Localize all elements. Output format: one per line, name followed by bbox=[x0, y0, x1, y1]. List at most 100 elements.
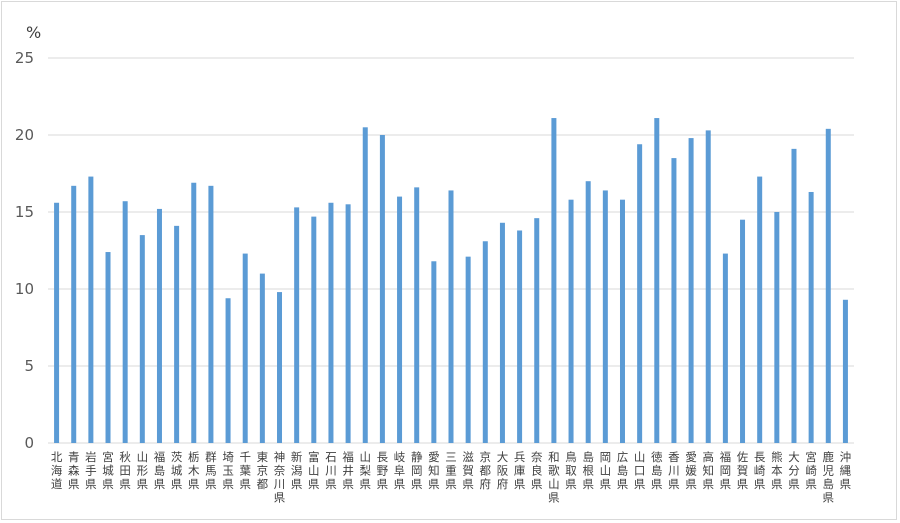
bar-4 bbox=[105, 252, 111, 443]
bar-21 bbox=[397, 196, 403, 443]
y-tick-label-10: 10 bbox=[15, 280, 34, 298]
x-category-label-4: 宮城県 bbox=[102, 450, 114, 491]
x-category-label-18: 福井県 bbox=[342, 450, 354, 491]
y-tick-label-5: 5 bbox=[24, 357, 34, 375]
bar-20 bbox=[379, 135, 385, 443]
x-category-label-9: 栃木県 bbox=[188, 450, 200, 491]
x-category-label-35: 山口県 bbox=[634, 450, 646, 491]
bar-35 bbox=[637, 144, 643, 444]
bar-36 bbox=[654, 118, 660, 443]
x-category-label-20: 長野県 bbox=[377, 450, 389, 491]
bar-22 bbox=[414, 187, 420, 443]
bar-5 bbox=[122, 201, 128, 443]
x-category-label-22: 静岡県 bbox=[411, 450, 423, 491]
x-category-label-1: 北海道 bbox=[51, 450, 63, 491]
bar-2 bbox=[71, 185, 77, 443]
x-category-label-16: 富山県 bbox=[308, 450, 320, 491]
bar-42 bbox=[757, 176, 763, 443]
x-category-label-26: 京都府 bbox=[480, 450, 492, 491]
x-category-label-32: 島根県 bbox=[582, 450, 594, 491]
x-category-label-10: 群馬県 bbox=[205, 450, 217, 491]
x-category-label-12: 千葉県 bbox=[239, 450, 251, 491]
x-category-label-11: 埼玉県 bbox=[222, 450, 234, 491]
bar-26 bbox=[482, 241, 488, 443]
y-tick-label-25: 25 bbox=[15, 49, 34, 67]
bar-32 bbox=[585, 181, 591, 443]
bar-3 bbox=[88, 176, 94, 443]
bar-18 bbox=[345, 204, 351, 443]
x-category-label-24: 三重県 bbox=[445, 450, 457, 491]
x-category-label-34: 広島県 bbox=[617, 450, 629, 491]
y-tick-label-20: 20 bbox=[15, 126, 34, 144]
bar-45 bbox=[808, 191, 814, 443]
bars bbox=[54, 118, 848, 444]
x-category-label-37: 香川県 bbox=[668, 450, 680, 491]
x-axis-category-labels: 北海道青森県岩手県宮城県秋田県山形県福島県茨城県栃木県群馬県埼玉県千葉県東京都神… bbox=[51, 450, 852, 505]
x-category-label-40: 福岡県 bbox=[720, 450, 732, 491]
bar-10 bbox=[208, 185, 214, 443]
x-category-label-5: 秋田県 bbox=[119, 450, 131, 491]
bar-12 bbox=[242, 253, 248, 443]
x-category-label-17: 石川県 bbox=[325, 450, 337, 491]
x-category-label-42: 長崎県 bbox=[754, 450, 766, 491]
x-category-label-2: 青森県 bbox=[68, 450, 80, 491]
bar-1 bbox=[54, 202, 60, 443]
x-category-label-7: 福島県 bbox=[154, 450, 166, 491]
x-category-label-23: 愛知県 bbox=[428, 450, 440, 491]
bar-6 bbox=[139, 235, 145, 443]
bar-30 bbox=[551, 118, 557, 443]
x-category-label-8: 茨城県 bbox=[171, 450, 183, 491]
y-axis-ticks: 0 5 10 15 20 25 bbox=[15, 49, 34, 452]
x-category-label-25: 滋賀県 bbox=[462, 450, 474, 491]
x-category-label-45: 宮崎県 bbox=[805, 450, 817, 491]
bar-8 bbox=[174, 225, 180, 443]
y-tick-label-0: 0 bbox=[24, 434, 34, 452]
bar-16 bbox=[311, 216, 317, 443]
x-category-label-28: 兵庫県 bbox=[514, 450, 526, 491]
bar-15 bbox=[294, 207, 300, 443]
bar-29 bbox=[534, 218, 540, 443]
bar-7 bbox=[156, 208, 162, 443]
x-category-label-13: 東京都 bbox=[257, 450, 269, 491]
bar-41 bbox=[740, 219, 746, 443]
bar-37 bbox=[671, 158, 677, 443]
bar-47 bbox=[842, 299, 848, 443]
x-category-label-30: 和歌山県 bbox=[548, 450, 560, 505]
bar-39 bbox=[705, 130, 711, 443]
x-category-label-6: 山形県 bbox=[137, 450, 149, 491]
x-category-label-47: 沖縄県 bbox=[840, 450, 852, 491]
bar-9 bbox=[191, 182, 197, 444]
x-category-label-3: 岩手県 bbox=[85, 450, 97, 491]
x-category-label-19: 山梨県 bbox=[360, 450, 372, 491]
bar-13 bbox=[259, 273, 265, 443]
bar-40 bbox=[722, 253, 728, 443]
bar-33 bbox=[602, 190, 608, 443]
x-category-label-44: 大分県 bbox=[788, 450, 800, 491]
x-category-label-27: 大阪府 bbox=[497, 450, 509, 491]
x-category-label-38: 愛媛県 bbox=[685, 450, 697, 491]
x-category-label-41: 佐賀県 bbox=[737, 450, 749, 491]
bar-27 bbox=[499, 222, 505, 443]
x-category-label-46: 鹿児島県 bbox=[823, 450, 835, 505]
bar-46 bbox=[825, 128, 831, 443]
x-category-label-43: 熊本県 bbox=[771, 450, 783, 491]
x-category-label-39: 高知県 bbox=[702, 450, 714, 491]
bar-43 bbox=[774, 212, 780, 443]
x-category-label-36: 徳島県 bbox=[651, 450, 663, 491]
bar-19 bbox=[362, 127, 368, 444]
x-category-label-14: 神奈川県 bbox=[274, 450, 286, 505]
x-category-label-21: 岐阜県 bbox=[394, 450, 406, 491]
bar-31 bbox=[568, 199, 574, 443]
bar-38 bbox=[688, 138, 694, 443]
y-tick-label-15: 15 bbox=[15, 203, 34, 221]
x-category-label-29: 奈良県 bbox=[531, 450, 543, 491]
bar-25 bbox=[465, 256, 471, 443]
bar-17 bbox=[328, 202, 334, 443]
x-category-label-31: 鳥取県 bbox=[565, 450, 577, 491]
bar-24 bbox=[448, 190, 454, 443]
bar-44 bbox=[791, 148, 797, 444]
x-category-label-33: 岡山県 bbox=[600, 450, 612, 491]
y-axis-unit-label: % bbox=[26, 23, 41, 42]
